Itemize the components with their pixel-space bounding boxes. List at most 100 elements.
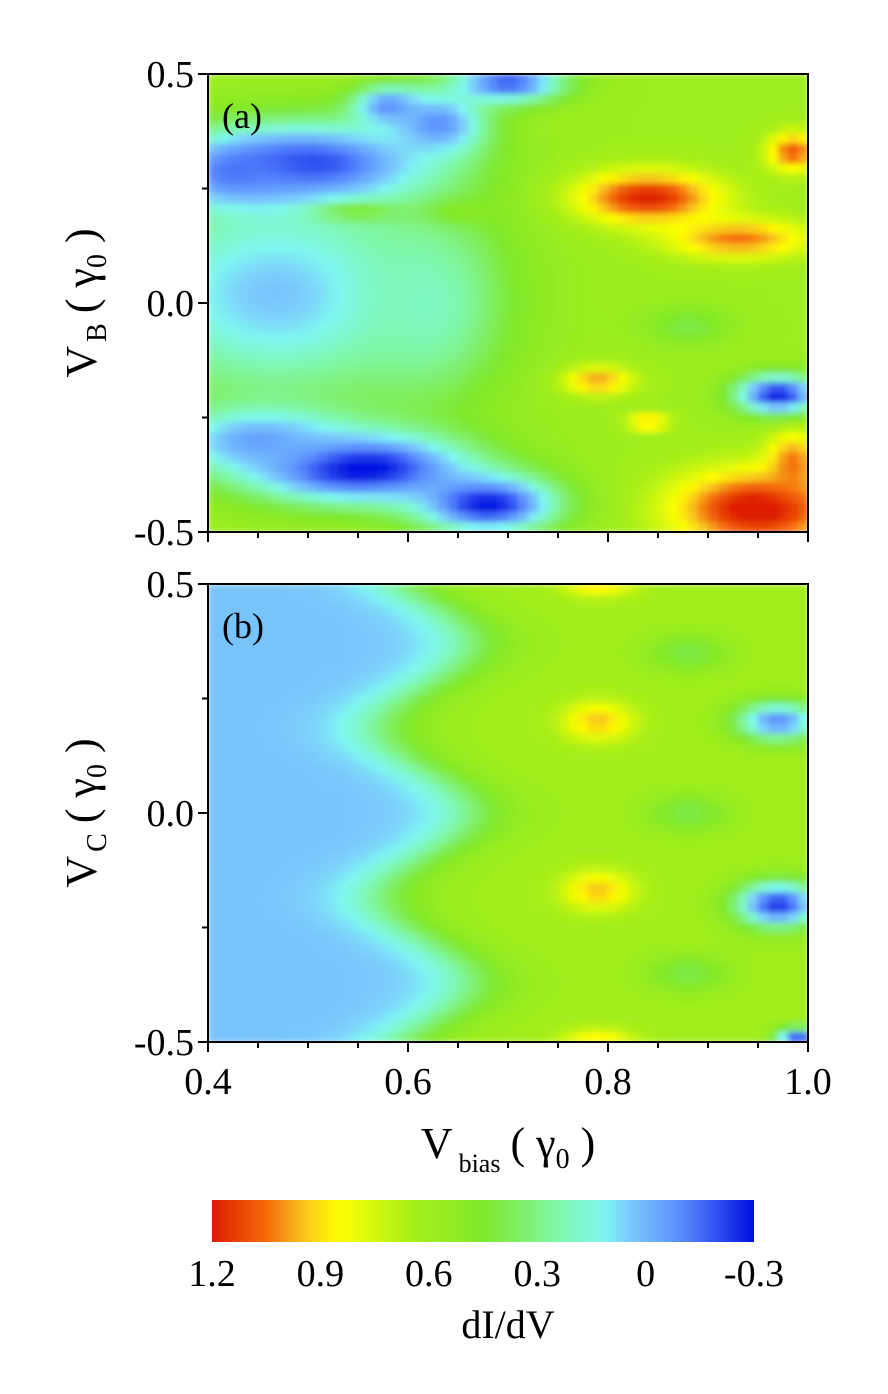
heatmap-cell bbox=[318, 492, 329, 503]
heatmap-cell bbox=[568, 902, 579, 914]
heatmap-cell bbox=[598, 422, 609, 434]
heatmap-cell bbox=[288, 442, 299, 453]
heatmap-cell bbox=[768, 213, 779, 224]
heatmap-cell bbox=[428, 233, 439, 244]
heatmap-cell bbox=[618, 442, 629, 453]
heatmap-cell bbox=[288, 342, 299, 354]
heatmap-cell bbox=[658, 372, 669, 384]
heatmap-cell bbox=[238, 432, 249, 443]
heatmap-cell bbox=[398, 113, 409, 125]
heatmap-cell bbox=[368, 233, 379, 244]
heatmap-cell bbox=[708, 143, 719, 155]
heatmap-cell bbox=[708, 623, 719, 635]
heatmap-cell bbox=[518, 703, 529, 715]
heatmap-cell bbox=[218, 342, 229, 354]
heatmap-cell bbox=[618, 283, 629, 294]
heatmap-cell bbox=[658, 83, 669, 95]
heatmap-cell bbox=[698, 263, 709, 274]
heatmap-cell bbox=[558, 842, 569, 854]
heatmap-cell bbox=[428, 74, 439, 85]
heatmap-cell bbox=[448, 502, 459, 513]
heatmap-cell bbox=[578, 822, 589, 834]
heatmap-cell bbox=[678, 312, 689, 324]
heatmap-cell bbox=[708, 193, 719, 205]
heatmap-cell bbox=[778, 332, 789, 344]
heatmap-cell bbox=[358, 422, 369, 434]
heatmap-cell bbox=[648, 502, 659, 513]
heatmap-cell bbox=[648, 852, 659, 864]
heatmap-cell bbox=[278, 663, 289, 675]
heatmap-cell bbox=[238, 763, 249, 774]
heatmap-cell bbox=[348, 683, 359, 695]
heatmap-cell bbox=[358, 103, 369, 115]
heatmap-cell bbox=[328, 793, 339, 804]
heatmap-cell bbox=[318, 422, 329, 434]
heatmap-cell bbox=[408, 743, 419, 754]
heatmap-cell bbox=[698, 223, 709, 234]
heatmap-cell bbox=[408, 593, 419, 605]
heatmap-cell bbox=[448, 203, 459, 214]
heatmap-cell bbox=[558, 852, 569, 864]
heatmap-cell bbox=[318, 83, 329, 95]
heatmap-cell bbox=[738, 332, 749, 344]
heatmap-cell bbox=[448, 133, 459, 145]
heatmap-cell bbox=[518, 452, 529, 463]
heatmap-cell bbox=[668, 852, 679, 864]
y-tick-label: 0.0 bbox=[147, 283, 195, 325]
heatmap-cell bbox=[538, 584, 549, 595]
heatmap-cell bbox=[258, 83, 269, 95]
heatmap-cell bbox=[208, 123, 219, 135]
heatmap-cell bbox=[508, 522, 519, 532]
heatmap-cell bbox=[748, 852, 759, 864]
heatmap-cell bbox=[738, 342, 749, 354]
heatmap-cell bbox=[518, 93, 529, 105]
heatmap-cell bbox=[578, 233, 589, 244]
heatmap-cell bbox=[448, 492, 459, 503]
heatmap-cell bbox=[528, 942, 539, 953]
heatmap-cell bbox=[288, 733, 299, 744]
heatmap-cell bbox=[288, 813, 299, 824]
heatmap-cell bbox=[368, 442, 379, 453]
heatmap-cell bbox=[508, 872, 519, 884]
heatmap-cell bbox=[318, 723, 329, 734]
heatmap-cell bbox=[638, 713, 649, 724]
heatmap-cell bbox=[598, 452, 609, 463]
heatmap-cell bbox=[508, 832, 519, 844]
heatmap-cell bbox=[308, 442, 319, 453]
heatmap-cell bbox=[208, 932, 219, 944]
heatmap-cell bbox=[698, 593, 709, 605]
heatmap-cell bbox=[318, 793, 329, 804]
heatmap-cell bbox=[338, 472, 349, 483]
heatmap-cell bbox=[328, 522, 339, 532]
heatmap-cell bbox=[638, 462, 649, 473]
heatmap-cell bbox=[568, 352, 579, 364]
heatmap-cell bbox=[578, 713, 589, 724]
heatmap-cell bbox=[758, 813, 769, 824]
heatmap-cell bbox=[448, 352, 459, 364]
heatmap-cell bbox=[528, 733, 539, 744]
heatmap-cell bbox=[348, 173, 359, 185]
heatmap-cell bbox=[398, 822, 409, 834]
heatmap-cell bbox=[608, 683, 619, 695]
heatmap-cell bbox=[388, 713, 399, 724]
heatmap-cell bbox=[798, 402, 808, 414]
heatmap-cell bbox=[798, 733, 808, 744]
heatmap-cell bbox=[668, 362, 679, 374]
heatmap-cell bbox=[548, 922, 559, 934]
heatmap-cell bbox=[728, 213, 739, 224]
heatmap-cell bbox=[278, 253, 289, 264]
heatmap-cell bbox=[758, 193, 769, 205]
heatmap-cell bbox=[408, 133, 419, 145]
heatmap-cell bbox=[478, 442, 489, 453]
heatmap-cell bbox=[598, 472, 609, 483]
heatmap-cell bbox=[228, 733, 239, 744]
heatmap-cell bbox=[778, 372, 789, 384]
heatmap-cell bbox=[408, 753, 419, 764]
heatmap-cell bbox=[578, 673, 589, 685]
heatmap-cell bbox=[218, 472, 229, 483]
heatmap-cell bbox=[258, 352, 269, 364]
heatmap-cell bbox=[798, 482, 808, 493]
heatmap-cell bbox=[428, 713, 439, 724]
heatmap-cell bbox=[608, 472, 619, 483]
heatmap-cell bbox=[738, 584, 749, 595]
